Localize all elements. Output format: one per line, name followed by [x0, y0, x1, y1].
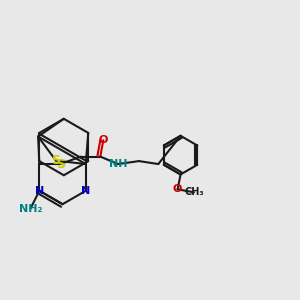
Text: NH: NH — [109, 159, 128, 169]
Text: S: S — [56, 158, 65, 171]
Text: CH₃: CH₃ — [184, 187, 204, 197]
Text: S: S — [52, 154, 61, 167]
Text: NH₂: NH₂ — [19, 204, 42, 214]
Text: O: O — [99, 135, 108, 145]
Text: N: N — [81, 186, 90, 196]
Text: N: N — [35, 186, 44, 196]
Text: O: O — [173, 184, 182, 194]
